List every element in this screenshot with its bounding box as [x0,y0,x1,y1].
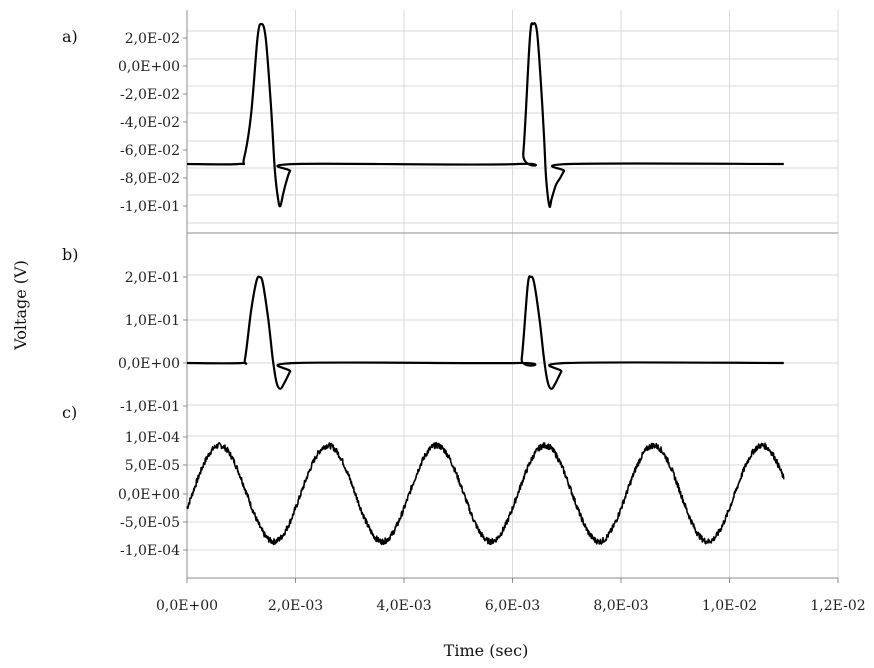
x-tick-label: 2,0E-03 [268,598,323,614]
y-tick-label: 2,0E-01 [125,270,180,286]
y-tick-label: 5,0E-05 [125,458,180,474]
grid-layer [187,10,839,579]
x-tick-label: 4,0E-03 [376,598,431,614]
series-line [186,441,785,546]
y-tick-label: -4,0E-02 [120,115,180,131]
panel-label: b) [62,245,78,264]
y-tick-label: 1,0E-01 [125,313,180,329]
y-tick-label: -1,0E-01 [120,199,180,215]
y-tick-label: 0,0E+00 [118,487,180,503]
panel-label: a) [62,27,78,46]
y-axis-title: Voltage (V) [11,260,30,351]
x-tick-label: 1,0E-02 [702,598,757,614]
series-line [186,22,784,208]
y-tick-label: 2,0E-02 [125,31,180,47]
y-tick-label: -5,0E-05 [120,515,180,531]
y-tick-label: -1,0E-01 [120,399,180,415]
y-tick-label: -1,0E-04 [120,543,180,559]
y-tick-label: -6,0E-02 [120,143,180,159]
y-tick-label: -2,0E-02 [120,87,180,103]
series-line [186,275,784,390]
y-tick-label: 0,0E+00 [118,356,180,372]
y-tick-label: -8,0E-02 [120,171,180,187]
panel-label: c) [62,403,77,422]
y-tick-label: 1,0E-04 [125,430,180,446]
x-tick-label: 6,0E-03 [485,598,540,614]
axes-layer [183,10,839,583]
x-tick-label: 8,0E-03 [593,598,648,614]
y-tick-label: 0,0E+00 [118,59,180,75]
x-tick-label: 1,2E-02 [810,598,865,614]
labels-layer: Time (sec) Voltage (V) 0,0E+00 2,0E-03 4,0… [11,27,866,660]
x-axis-title: Time (sec) [444,641,529,660]
traces-layer [186,22,785,546]
x-tick-label: 0,0E+00 [156,598,218,614]
